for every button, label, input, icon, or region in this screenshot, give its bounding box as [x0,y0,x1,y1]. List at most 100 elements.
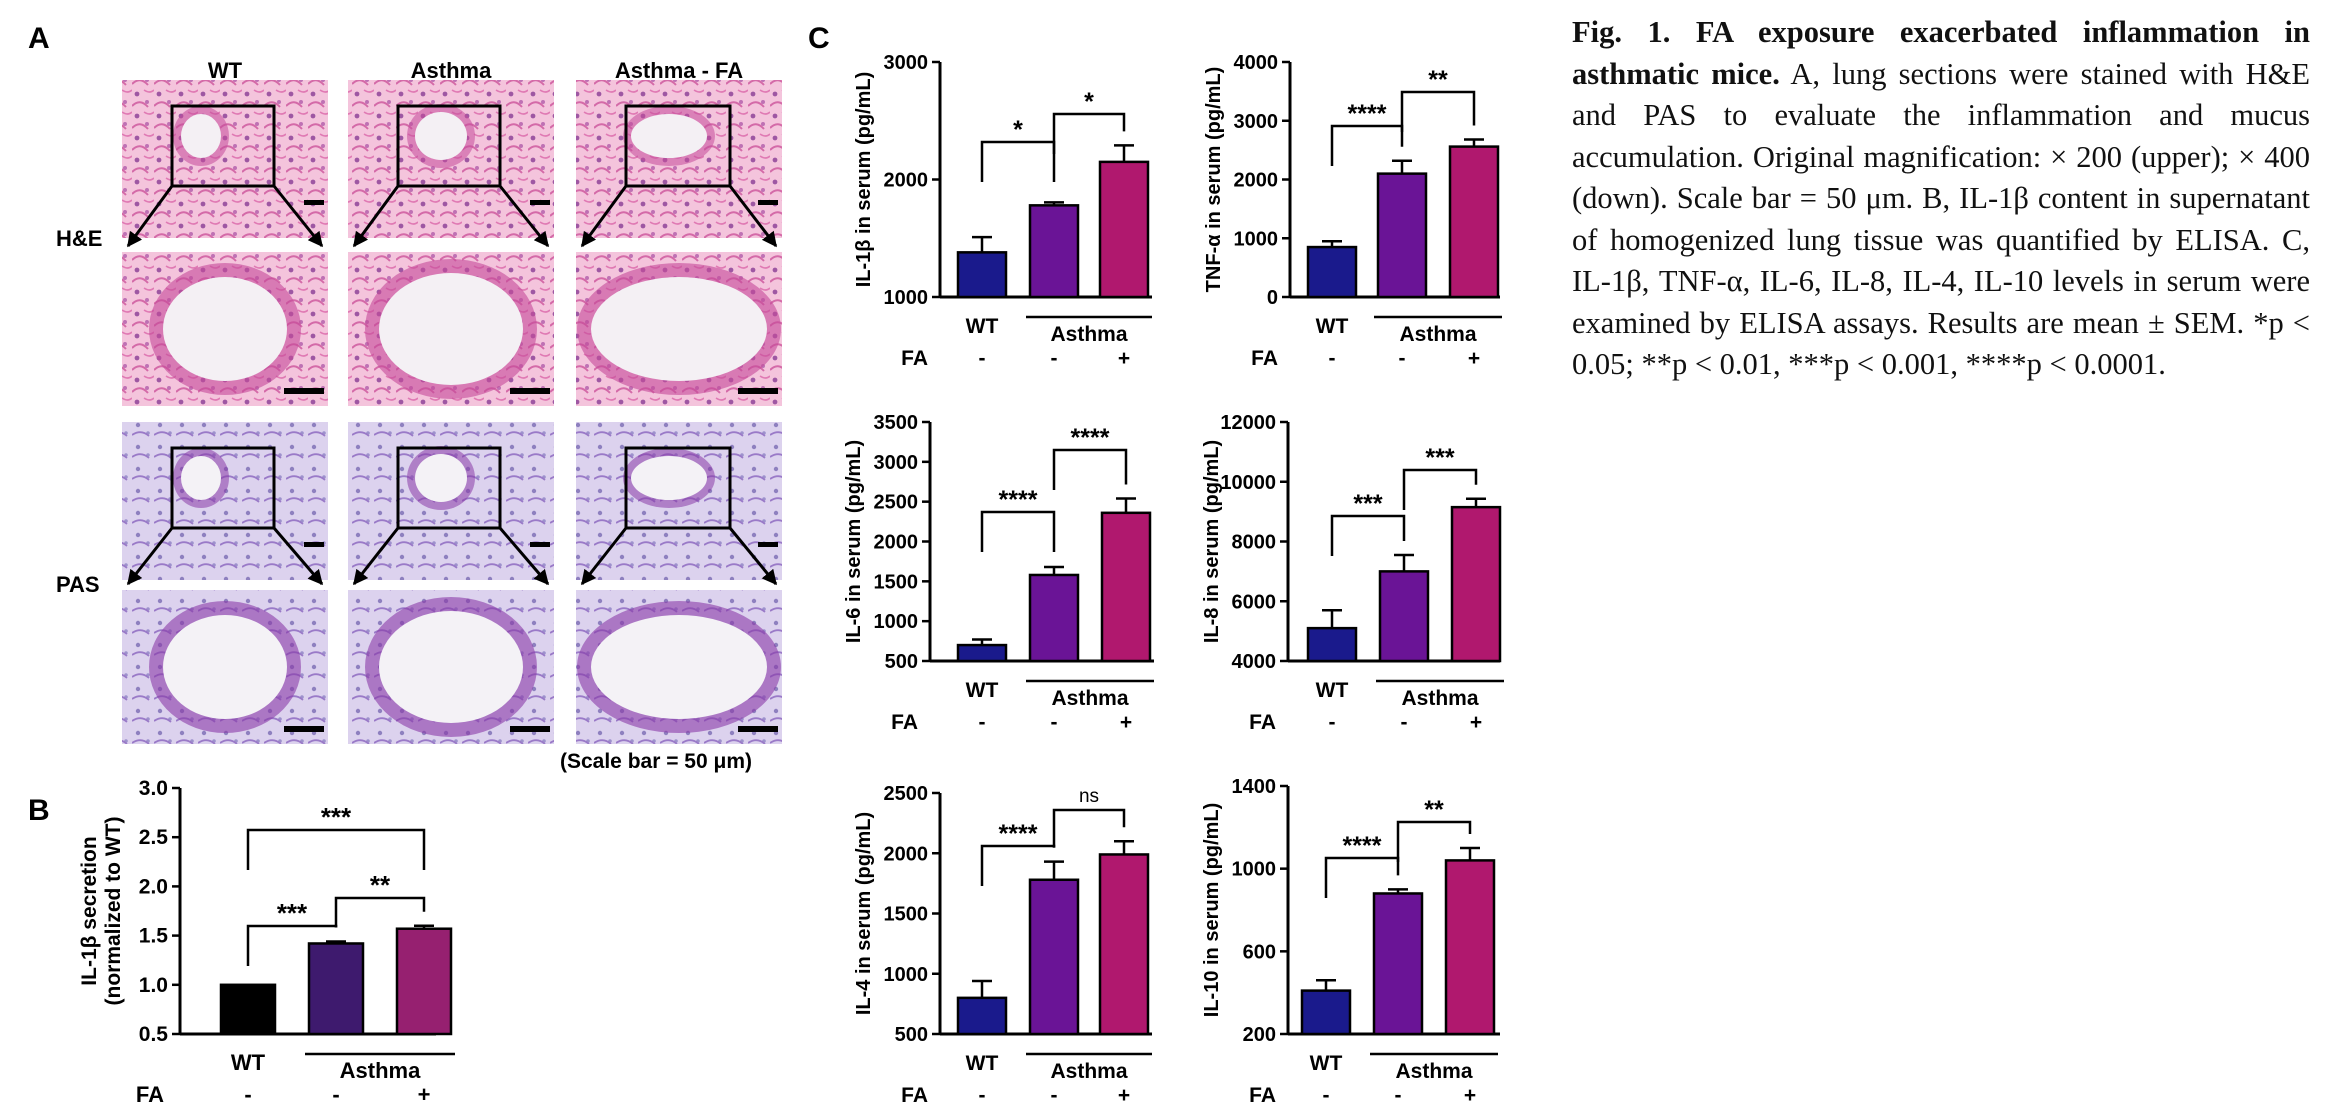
zoom-arrow [580,527,628,586]
chart-IL6: 500 1000 1500 2000 2500 3000 3500 IL-6 in serum… [843,412,1154,734]
x-tick-label: WT [231,1050,266,1075]
fa-label: FA [1251,347,1278,370]
significance-bracket [1330,514,1406,556]
airway-lumen [631,456,707,500]
scale-bar [510,388,550,394]
significance-label: *** [1353,490,1382,518]
fa-sign: - [979,711,986,734]
bar [1306,626,1358,663]
significance-label: ** [370,870,391,900]
zoom-arrow [126,527,174,586]
airway-lumen [631,114,707,158]
significance-bracket [1052,808,1126,848]
y-tick-label: 1.0 [139,974,168,997]
chart-B: 0.5 1.0 1.5 2.0 2.5 3.0 IL-1β secretion (normal… [78,777,455,1107]
group-label: Asthma [1051,687,1128,710]
airway-lumen [415,112,467,160]
y-tick-label: 2000 [1234,170,1279,192]
bar [1450,505,1502,663]
fa-sign: - [244,1082,251,1107]
caption-body: A, lung sections were stained with H&E a… [1572,56,2310,382]
charts-group: 0.5 1.0 1.5 2.0 2.5 3.0 IL-1β secretion (normal… [78,52,1504,1107]
scale-bar [284,726,324,732]
x-tick-label: WT [966,315,999,338]
fa-sign: + [1468,347,1480,370]
significance-label: * [1084,88,1094,116]
group-label: Asthma [1399,323,1476,346]
group-label: Asthma [340,1058,421,1083]
significance-bracket [1052,112,1126,154]
zoom-arrow [272,527,324,586]
y-tick-label: 1500 [874,571,919,593]
scale-bar [304,200,324,205]
y-tick-label: 0 [1267,287,1278,309]
y-tick-label: 0.5 [139,1023,169,1046]
caption-title: Fig. 1. FA exposure exacerbated inflamma… [1572,15,2310,91]
y-tick-label: 200 [1243,1024,1276,1046]
scale-bar [738,388,778,394]
zoom-box [170,104,276,188]
panel-letter-c: C [808,22,830,55]
fa-label: FA [136,1082,164,1107]
x-tick-label: WT [1316,679,1349,702]
significance-bracket [1324,856,1400,898]
bar [1306,245,1358,299]
y-tick-label: 500 [895,1024,928,1046]
zoom-box [624,104,732,188]
bar [1098,853,1150,1036]
significance-bracket [980,140,1056,182]
significance-label: **** [1343,832,1382,860]
y-tick-label: 600 [1243,941,1276,963]
panel-a-micrographs: WT Asthma Asthma - FA H&E PAS [56,58,782,744]
bar [219,983,277,1036]
chart-TNFa: 0 1000 2000 3000 4000 TNF-α in serum (pg/mL) W… [1203,52,1502,370]
bar [1372,892,1424,1036]
scale-bar [284,388,324,394]
significance-label: *** [321,802,352,832]
zoom-box [624,446,732,530]
y-tick-label: 2000 [874,532,919,554]
fa-sign: - [1329,347,1336,370]
y-tick-label: 6000 [1232,591,1277,613]
significance-bracket [1400,90,1476,132]
fa-sign: - [1399,347,1406,370]
y-tick-label: 3500 [874,412,919,434]
fa-sign: + [1120,711,1132,734]
fa-label: FA [891,711,918,734]
group-label: Asthma [1395,1060,1472,1083]
bar [1028,204,1080,299]
fa-sign: - [979,347,986,370]
row-label: PAS [56,572,100,597]
significance-label: ** [1424,796,1444,824]
y-tick-label: 4000 [1232,651,1277,673]
zoom-arrow [498,527,550,586]
significance-bracket [246,828,426,870]
significance-label: **** [1071,424,1110,452]
y-tick-label: 10000 [1220,472,1276,494]
y-tick-label: 3000 [874,452,919,474]
bar [1100,511,1152,663]
scale-bar [758,200,778,205]
y-tick-label: 1000 [874,611,919,633]
y-axis-label: IL-10 in serum (pg/mL) [1201,803,1223,1017]
figure-canvas: A B C WT Asthma Asthma - FA H&E PAS (Scale b… [28,22,1504,1107]
chart-IL8: 4000 6000 8000 10000 12000 IL-8 in serum (pg/… [1201,412,1504,734]
airway-lumen [591,615,767,719]
panel-letter-a: A [28,22,50,55]
bar [1444,859,1496,1036]
significance-bracket [1052,448,1128,490]
significance-bracket [1330,124,1404,166]
zoom-arrow [352,185,400,248]
scale-bar [304,542,324,547]
y-tick-label: 2000 [884,843,929,865]
significance-label: ns [1079,786,1099,807]
scale-bar [530,200,550,205]
bar [956,996,1008,1036]
bar [1376,172,1428,299]
y-tick-label: 1000 [1232,859,1277,881]
airway-lumen [181,456,221,500]
airway-lumen [163,277,287,381]
fa-sign: - [1051,1084,1058,1107]
bar [1028,573,1080,663]
zoom-box [396,446,502,530]
